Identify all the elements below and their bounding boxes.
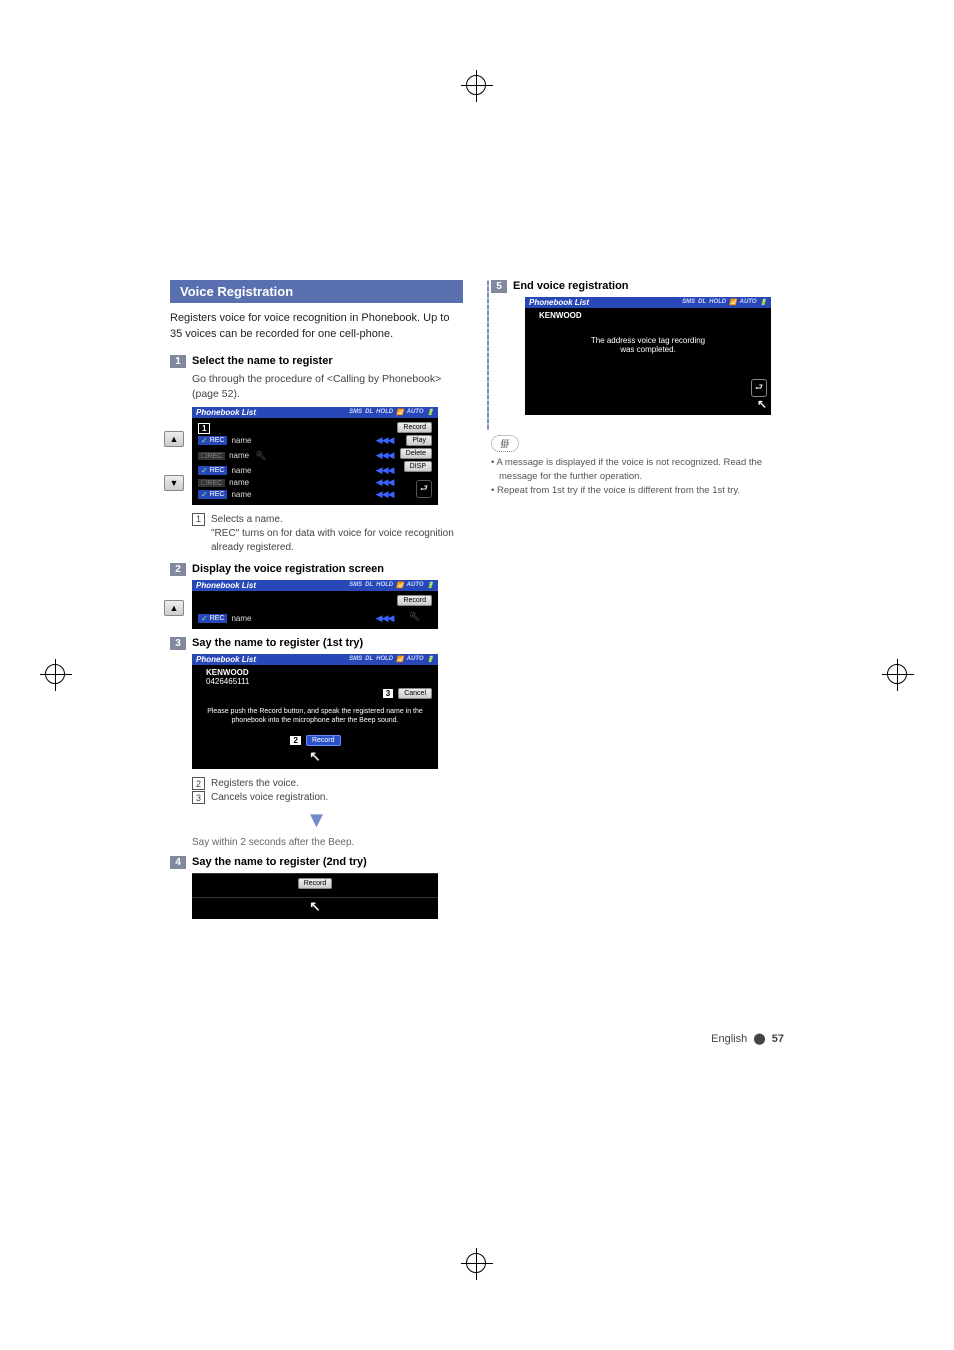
disp-button[interactable]: DISP — [404, 461, 432, 472]
scroll-arrows: ▲ ▼ — [164, 431, 184, 491]
step-number: 1 — [170, 355, 186, 368]
step-5: 5 End voice registration — [491, 280, 784, 293]
status-icons: SMSDLHOLD📶AUTO🔋 — [349, 409, 434, 416]
notes-list: A message is displayed if the voice is n… — [491, 456, 784, 497]
step-title: Say the name to register (2nd try) — [192, 856, 367, 868]
screen-record-prompt: ▲ Phonebook List SMSDLHOLD📶AUTO🔋 ✓RECnam… — [192, 580, 438, 629]
list-item[interactable]: ☐RECname↖◀◀◀ — [198, 447, 393, 464]
list-item[interactable]: ✓RECname◀◀◀ — [198, 489, 393, 500]
step-number: 2 — [170, 563, 186, 576]
screen-title: Phonebook List — [196, 408, 256, 417]
screen-completed: Phonebook List SMSDLHOLD📶AUTO🔋 KENWOOD T… — [525, 297, 771, 415]
page-footer: English ⬤ 57 — [711, 1032, 784, 1045]
prompt-text: Please push the Record button, and speak… — [192, 701, 438, 731]
step-title: Display the voice registration screen — [192, 563, 384, 575]
list-item[interactable]: ✓RECname◀◀◀ — [198, 435, 393, 446]
status-icons: SMSDLHOLD📶AUTO🔋 — [349, 656, 434, 663]
step-number: 3 — [170, 637, 186, 650]
arrow-down-button[interactable]: ▼ — [164, 475, 184, 491]
callout-3: 3 — [382, 688, 394, 699]
list-item[interactable]: ✓RECname◀◀◀ — [198, 613, 393, 624]
screen-record-again: Record ↖ — [192, 873, 438, 919]
note-3: 3 Cancels voice registration. — [192, 791, 463, 805]
step-body: Go through the procedure of <Calling by … — [192, 372, 463, 401]
arrow-up-button[interactable]: ▲ — [164, 600, 184, 616]
step-3: 3 Say the name to register (1st try) — [170, 637, 463, 650]
screen-say-name: Phonebook List SMSDLHOLD📶AUTO🔋 KENWOOD 0… — [192, 654, 438, 769]
status-icons: SMSDLHOLD📶AUTO🔋 — [682, 299, 767, 306]
callout-2: 2 — [289, 735, 301, 746]
note-item: Repeat from 1st try if the voice is diff… — [499, 484, 784, 498]
helper-text: Say within 2 seconds after the Beep. — [192, 837, 463, 848]
return-icon[interactable]: ⮐ — [416, 480, 432, 498]
step-title: Say the name to register (1st try) — [192, 637, 363, 649]
flow-arrow-icon: ▼ — [170, 807, 463, 833]
right-column: 5 End voice registration Phonebook List … — [491, 280, 784, 927]
note-item: A message is displayed if the voice is n… — [499, 456, 784, 484]
screen-phonebook-list: ▲ ▼ Phonebook List SMSDLHOLD📶AUTO🔋 1 ✓RE… — [192, 407, 438, 505]
completion-msg-2: was completed. — [535, 345, 761, 354]
step-number: 5 — [491, 280, 507, 293]
list-item[interactable]: ☐RECname◀◀◀ — [198, 477, 393, 488]
completion-msg-1: The address voice tag recording — [535, 336, 761, 345]
note-icon: ∰ — [491, 435, 519, 452]
column-divider — [487, 280, 489, 430]
step-title: End voice registration — [513, 280, 629, 292]
record-button[interactable]: Record — [397, 422, 432, 433]
return-icon[interactable]: ⮐ — [751, 379, 767, 397]
cancel-button[interactable]: Cancel — [398, 688, 432, 699]
record-button[interactable]: Record — [298, 878, 333, 889]
screen-title: Phonebook List — [529, 298, 589, 307]
step-title: Select the name to register — [192, 355, 333, 367]
step-4: 4 Say the name to register (2nd try) — [170, 856, 463, 869]
section-header: Voice Registration — [170, 280, 463, 303]
play-button[interactable]: Play — [406, 435, 432, 446]
step-number: 4 — [170, 856, 186, 869]
record-button[interactable]: Record — [306, 735, 341, 746]
contact-name: KENWOOD — [206, 668, 432, 677]
record-button[interactable]: Record — [397, 595, 432, 606]
arrow-up-button[interactable]: ▲ — [164, 431, 184, 447]
note-2: 2 Registers the voice. — [192, 777, 463, 791]
status-icons: SMSDLHOLD📶AUTO🔋 — [349, 582, 434, 589]
intro-text: Registers voice for voice recognition in… — [170, 311, 463, 343]
callout-1: 1 — [198, 423, 210, 434]
left-column: Voice Registration Registers voice for v… — [170, 280, 463, 927]
note-1: 1 Selects a name. "REC" turns on for dat… — [192, 513, 463, 555]
page-content: Voice Registration Registers voice for v… — [170, 280, 784, 927]
step-2: 2 Display the voice registration screen — [170, 563, 463, 576]
screen-title: Phonebook List — [196, 655, 256, 664]
step-1: 1 Select the name to register — [170, 355, 463, 368]
screen-title: Phonebook List — [196, 581, 256, 590]
delete-button[interactable]: Delete — [400, 448, 432, 459]
contact-number: 0426465111 — [206, 677, 432, 686]
contact-name: KENWOOD — [539, 311, 765, 320]
list-item[interactable]: ✓RECname◀◀◀ — [198, 465, 393, 476]
